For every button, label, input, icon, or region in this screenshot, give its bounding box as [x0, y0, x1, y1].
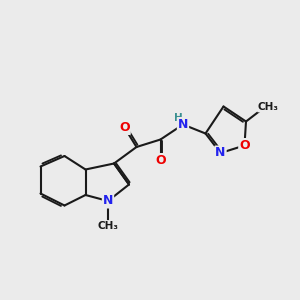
Text: O: O: [119, 121, 130, 134]
Text: N: N: [103, 194, 113, 208]
Text: CH₃: CH₃: [98, 221, 118, 231]
Text: H: H: [174, 113, 183, 123]
Text: N: N: [178, 118, 188, 131]
Text: O: O: [239, 139, 250, 152]
Text: O: O: [155, 154, 166, 167]
Text: CH₃: CH₃: [258, 101, 279, 112]
Text: N: N: [215, 146, 226, 160]
